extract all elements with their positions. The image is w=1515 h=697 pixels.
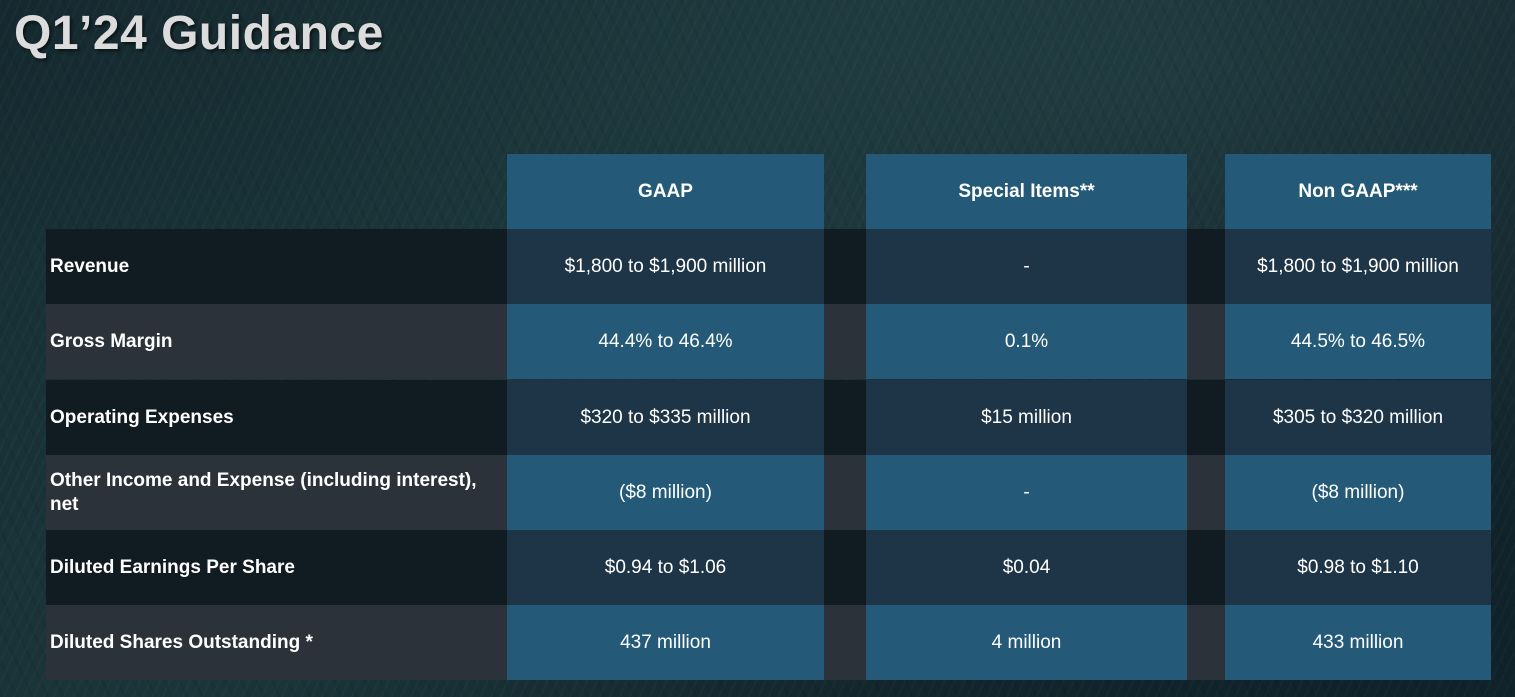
- page-title: Q1’24 Guidance: [14, 7, 384, 60]
- non-gaap-value: 44.5% to 46.5%: [1225, 304, 1491, 379]
- non-gaap-value: ($8 million): [1225, 455, 1491, 530]
- table-header-row: GAAP Special Items** Non GAAP***: [46, 154, 1491, 229]
- non-gaap-value: $0.98 to $1.10: [1225, 530, 1491, 605]
- column-gap: [824, 530, 866, 605]
- table-row-other-income: Other Income and Expense (including inte…: [46, 455, 1491, 530]
- special-items-value: $0.04: [866, 530, 1187, 605]
- special-items-value: -: [866, 229, 1187, 304]
- column-gap: [1187, 530, 1225, 605]
- gaap-value: 44.4% to 46.4%: [507, 304, 824, 379]
- column-header-gaap: GAAP: [507, 154, 824, 229]
- row-label: Gross Margin: [46, 304, 507, 379]
- non-gaap-value: 433 million: [1225, 605, 1491, 680]
- gaap-value: 437 million: [507, 605, 824, 680]
- column-gap: [824, 229, 866, 304]
- row-label: Operating Expenses: [46, 380, 507, 455]
- column-gap: [1187, 304, 1225, 379]
- special-items-value: 0.1%: [866, 304, 1187, 379]
- special-items-value: -: [866, 455, 1187, 530]
- special-items-value: 4 million: [866, 605, 1187, 680]
- row-label: Diluted Shares Outstanding *: [46, 605, 507, 680]
- column-gap: [1187, 229, 1225, 304]
- row-label: Revenue: [46, 229, 507, 304]
- table-row-diluted-shares: Diluted Shares Outstanding * 437 million…: [46, 605, 1491, 680]
- table-row-revenue: Revenue $1,800 to $1,900 million - $1,80…: [46, 229, 1491, 304]
- column-gap: [1187, 380, 1225, 455]
- non-gaap-value: $305 to $320 million: [1225, 380, 1491, 455]
- gaap-value: $0.94 to $1.06: [507, 530, 824, 605]
- guidance-table: GAAP Special Items** Non GAAP*** Revenue…: [46, 154, 1491, 681]
- gaap-value: $320 to $335 million: [507, 380, 824, 455]
- special-items-value: $15 million: [866, 380, 1187, 455]
- column-gap: [1187, 455, 1225, 530]
- table-row-diluted-eps: Diluted Earnings Per Share $0.94 to $1.0…: [46, 530, 1491, 605]
- column-header-special-items: Special Items**: [866, 154, 1187, 229]
- column-gap: [824, 455, 866, 530]
- column-gap: [824, 605, 866, 680]
- row-label: Diluted Earnings Per Share: [46, 530, 507, 605]
- column-header-non-gaap: Non GAAP***: [1225, 154, 1491, 229]
- non-gaap-value: $1,800 to $1,900 million: [1225, 229, 1491, 304]
- row-label: Other Income and Expense (including inte…: [46, 455, 507, 530]
- column-gap: [824, 304, 866, 379]
- column-gap: [824, 380, 866, 455]
- column-gap: [1187, 605, 1225, 680]
- gaap-value: ($8 million): [507, 455, 824, 530]
- table-row-gross-margin: Gross Margin 44.4% to 46.4% 0.1% 44.5% t…: [46, 304, 1491, 379]
- gaap-value: $1,800 to $1,900 million: [507, 229, 824, 304]
- table-row-operating-expenses: Operating Expenses $320 to $335 million …: [46, 380, 1491, 455]
